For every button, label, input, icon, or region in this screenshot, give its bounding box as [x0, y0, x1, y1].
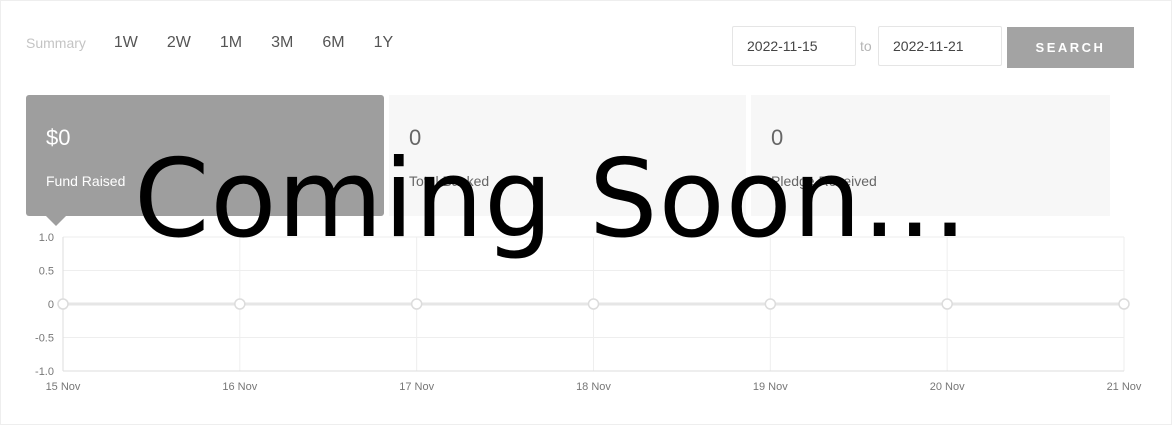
period-1y-button[interactable]: 1Y: [373, 34, 394, 51]
y-tick-label: 0.5: [39, 266, 54, 278]
y-tick-label: 0: [48, 299, 54, 311]
period-6m-button[interactable]: 6M: [322, 34, 345, 51]
period-2w-button[interactable]: 2W: [166, 34, 191, 51]
period-3m-button[interactable]: 3M: [271, 34, 294, 51]
data-point: [941, 298, 953, 310]
x-tick-label: 21 Nov: [1107, 381, 1142, 393]
y-tick-label: 1.0: [39, 232, 54, 244]
data-point: [1118, 298, 1130, 310]
line-chart: 1.0 0.5 0 -0.5 -1.0 15 Nov 16 Nov 17 Nov 18 Nov 1…: [35, 232, 1142, 393]
period-filter: Summary 1W 2W 1M 3M 6M 1Y: [26, 32, 422, 54]
y-tick-label: -0.5: [35, 333, 54, 345]
period-1w-button[interactable]: 1W: [113, 34, 138, 51]
total-backed-value: 0: [409, 125, 422, 150]
total-backed-label: Total Backed: [409, 173, 490, 189]
search-button[interactable]: SEARCH: [1007, 27, 1134, 68]
pledge-received-value: 0: [771, 125, 784, 150]
period-1m-button[interactable]: 1M: [219, 34, 243, 51]
active-card-pointer: [46, 216, 66, 226]
fund-raised-label: Fund Raised: [46, 173, 126, 189]
x-tick-label: 20 Nov: [930, 381, 965, 393]
stat-card-pledge-received[interactable]: 0 Pledge Received: [751, 95, 1110, 216]
date-from-input[interactable]: [732, 26, 856, 66]
y-tick-label: -1.0: [35, 366, 54, 378]
data-point: [587, 298, 600, 310]
x-tick-label: 16 Nov: [222, 381, 257, 393]
summary-label: Summary: [26, 35, 86, 51]
pledge-received-label: Pledge Received: [771, 173, 877, 189]
data-point: [234, 298, 246, 310]
data-point: [57, 298, 69, 310]
x-tick-label: 18 Nov: [576, 381, 611, 393]
x-tick-label: 15 Nov: [46, 381, 81, 393]
data-point: [764, 298, 777, 310]
x-tick-label: 17 Nov: [399, 381, 434, 393]
stat-card-fund-raised[interactable]: $0 Fund Raised: [26, 95, 384, 216]
fund-raised-value: $0: [46, 125, 71, 150]
stat-card-total-backed[interactable]: 0 Total Backed: [389, 95, 746, 216]
x-tick-label: 19 Nov: [753, 381, 788, 393]
data-point: [410, 298, 423, 310]
date-to-input[interactable]: [878, 26, 1002, 66]
date-to-separator: to: [860, 38, 872, 54]
